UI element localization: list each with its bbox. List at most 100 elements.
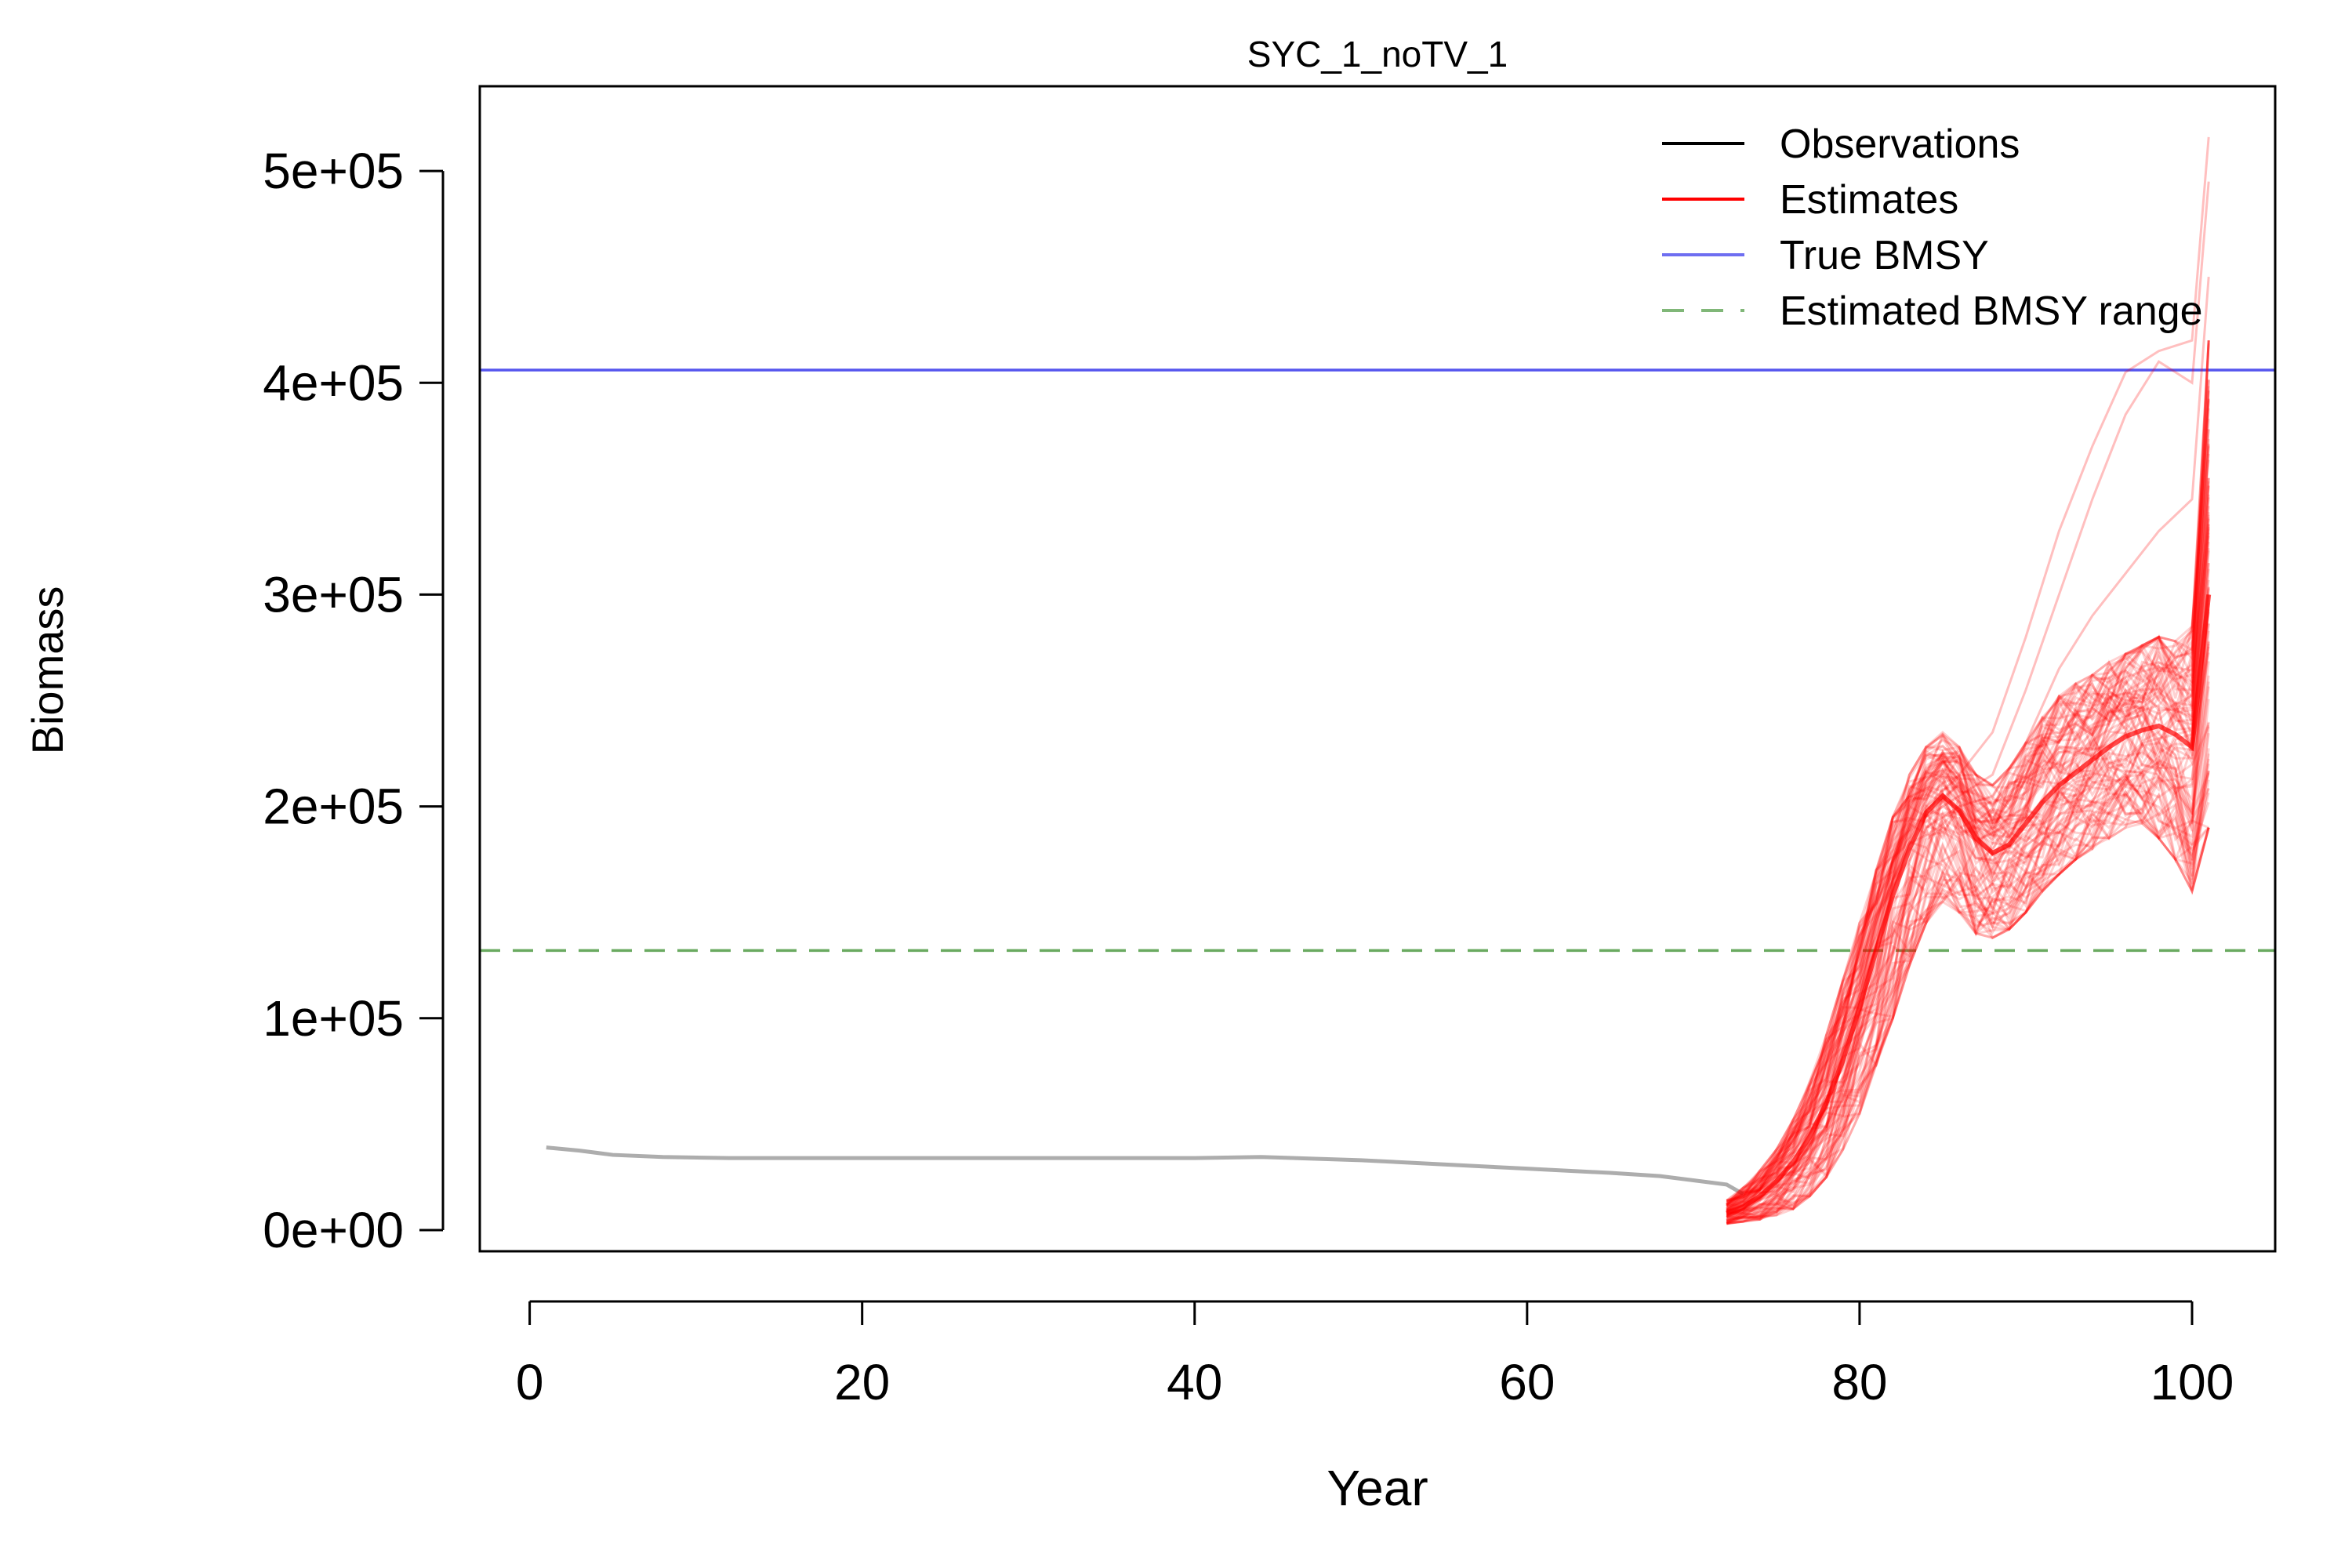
estimate-run-line <box>1726 398 2210 1206</box>
estimate-run-line <box>1726 518 2210 1204</box>
estimate-run-line <box>1726 497 2210 1207</box>
estimate-median-line <box>1726 594 2212 1216</box>
estimate-run-line <box>1726 486 2210 1207</box>
estimate-outlier-line <box>1925 277 2210 829</box>
legend-label: Estimated BMSY range <box>1780 289 2203 334</box>
y-tick-label: 4e+05 <box>263 354 404 411</box>
estimate-run-line <box>1726 587 2210 1218</box>
plot-frame <box>478 85 2277 1253</box>
estimate-run-line <box>1726 748 2210 1225</box>
y-axis-label: Biomass <box>23 586 72 755</box>
y-axis: 0e+00 1e+05 2e+05 3e+05 4e+05 5e+05 <box>263 143 445 1258</box>
estimate-run-line <box>1726 390 2210 1203</box>
estimate-run-line <box>1726 506 2210 1209</box>
x-tick-label: 60 <box>1499 1354 1555 1410</box>
estimate-run-line <box>1726 758 2210 1222</box>
estimate-run-line <box>1726 681 2210 1216</box>
estimate-run-line <box>1726 485 2210 1210</box>
estimate-run-line <box>1726 818 2210 1225</box>
legend-label: True BMSY <box>1780 233 1989 278</box>
estimate-outlier-line <box>1925 181 2210 818</box>
x-tick-label: 40 <box>1167 1354 1222 1410</box>
chart-title: SYC_1_noTV_1 <box>1247 34 1508 74</box>
estimate-run-line <box>1726 398 2210 1202</box>
estimate-run-line <box>1726 770 2210 1224</box>
estimate-run-line <box>1726 732 2210 1224</box>
estimate-run-line <box>1726 726 2210 1223</box>
y-tick-label: 2e+05 <box>263 779 404 835</box>
y-tick-label: 3e+05 <box>263 566 404 622</box>
legend: Observations Estimates True BMSY Estimated … <box>1662 122 2203 334</box>
estimate-run-line <box>1726 445 2210 1211</box>
estimate-run-line <box>1726 586 2210 1215</box>
estimate-run-line <box>1726 429 2210 1207</box>
plot-area <box>480 136 2275 1225</box>
estimate-run-line <box>1726 699 2210 1220</box>
estimate-run-line <box>1726 770 2210 1222</box>
estimate-run-line <box>1726 641 2210 1221</box>
estimate-run-line <box>1726 811 2210 1225</box>
estimate-run-line <box>1726 517 2210 1210</box>
estimate-run-line <box>1726 386 2210 1204</box>
estimate-run-line <box>1726 762 2210 1223</box>
y-tick-label: 5e+05 <box>263 143 404 199</box>
estimate-run-line <box>1726 775 2210 1220</box>
estimate-run-line <box>1726 646 2210 1214</box>
x-tick-label: 100 <box>2151 1354 2234 1410</box>
estimate-run-line <box>1726 526 2210 1210</box>
estimate-run-line <box>1726 686 2210 1218</box>
estimate-run-line <box>1726 453 2210 1206</box>
estimate-run-line <box>1726 343 2210 1202</box>
estimate-run-line <box>1726 535 2210 1209</box>
estimate-run-line <box>1726 785 2209 1225</box>
estimate-run-line <box>1726 443 2210 1213</box>
estimate-run-line <box>1726 340 2210 1207</box>
estimate-run-line <box>1726 477 2210 1210</box>
estimate-run-line <box>1726 763 2210 1224</box>
estimate-run-line <box>1726 612 2210 1218</box>
estimate-run-line <box>1726 408 2210 1206</box>
estimate-run-line <box>1726 562 2210 1213</box>
observations-line <box>546 1145 1744 1196</box>
x-tick-label: 20 <box>834 1354 890 1410</box>
legend-label: Estimates <box>1780 177 1958 223</box>
x-tick-label: 0 <box>516 1354 544 1410</box>
legend-label: Observations <box>1780 122 2020 167</box>
estimate-run-line <box>1726 773 2210 1222</box>
estimate-run-line <box>1726 772 2210 1225</box>
estimate-run-line <box>1726 379 2210 1207</box>
estimate-run-line <box>1726 390 2210 1207</box>
estimate-run-line <box>1726 652 2210 1218</box>
estimate-run-line <box>1726 340 2210 1202</box>
estimate-run-line <box>1726 644 2210 1211</box>
estimate-run-line <box>1726 459 2210 1205</box>
estimate-run-line <box>1726 446 2210 1207</box>
estimate-run-line <box>1726 340 2210 1206</box>
y-tick-label: 1e+05 <box>263 990 404 1047</box>
estimate-run-line <box>1726 528 2210 1211</box>
x-axis: 0 20 40 60 80 100 <box>516 1300 2234 1410</box>
estimate-run-line <box>1726 721 2210 1218</box>
estimate-run-line <box>1726 340 2210 1202</box>
estimate-run-line <box>1726 753 2210 1223</box>
estimate-run-line <box>1726 477 2210 1213</box>
x-axis-label: Year <box>1327 1460 1428 1516</box>
estimate-run-line <box>1726 477 2210 1202</box>
estimate-run-line <box>1726 722 2210 1214</box>
estimate-run-line <box>1726 379 2210 1202</box>
estimate-run-line <box>1726 762 2210 1221</box>
estimate-run-line <box>1726 622 2210 1216</box>
estimate-run-line <box>1726 419 2210 1212</box>
estimate-run-line <box>1726 799 2210 1225</box>
estimate-run-line <box>1726 779 2210 1225</box>
estimate-run-line <box>1726 438 2210 1207</box>
estimate-run-line <box>1726 429 2210 1206</box>
estimate-run-line <box>1726 524 2210 1211</box>
estimate-run-line <box>1726 772 2210 1221</box>
x-tick-label: 80 <box>1831 1354 1887 1410</box>
estimate-run-line <box>1726 724 2210 1221</box>
estimate-run-line <box>1726 340 2210 1205</box>
estimate-run-line <box>1726 770 2210 1223</box>
estimate-run-line <box>1726 400 2210 1203</box>
